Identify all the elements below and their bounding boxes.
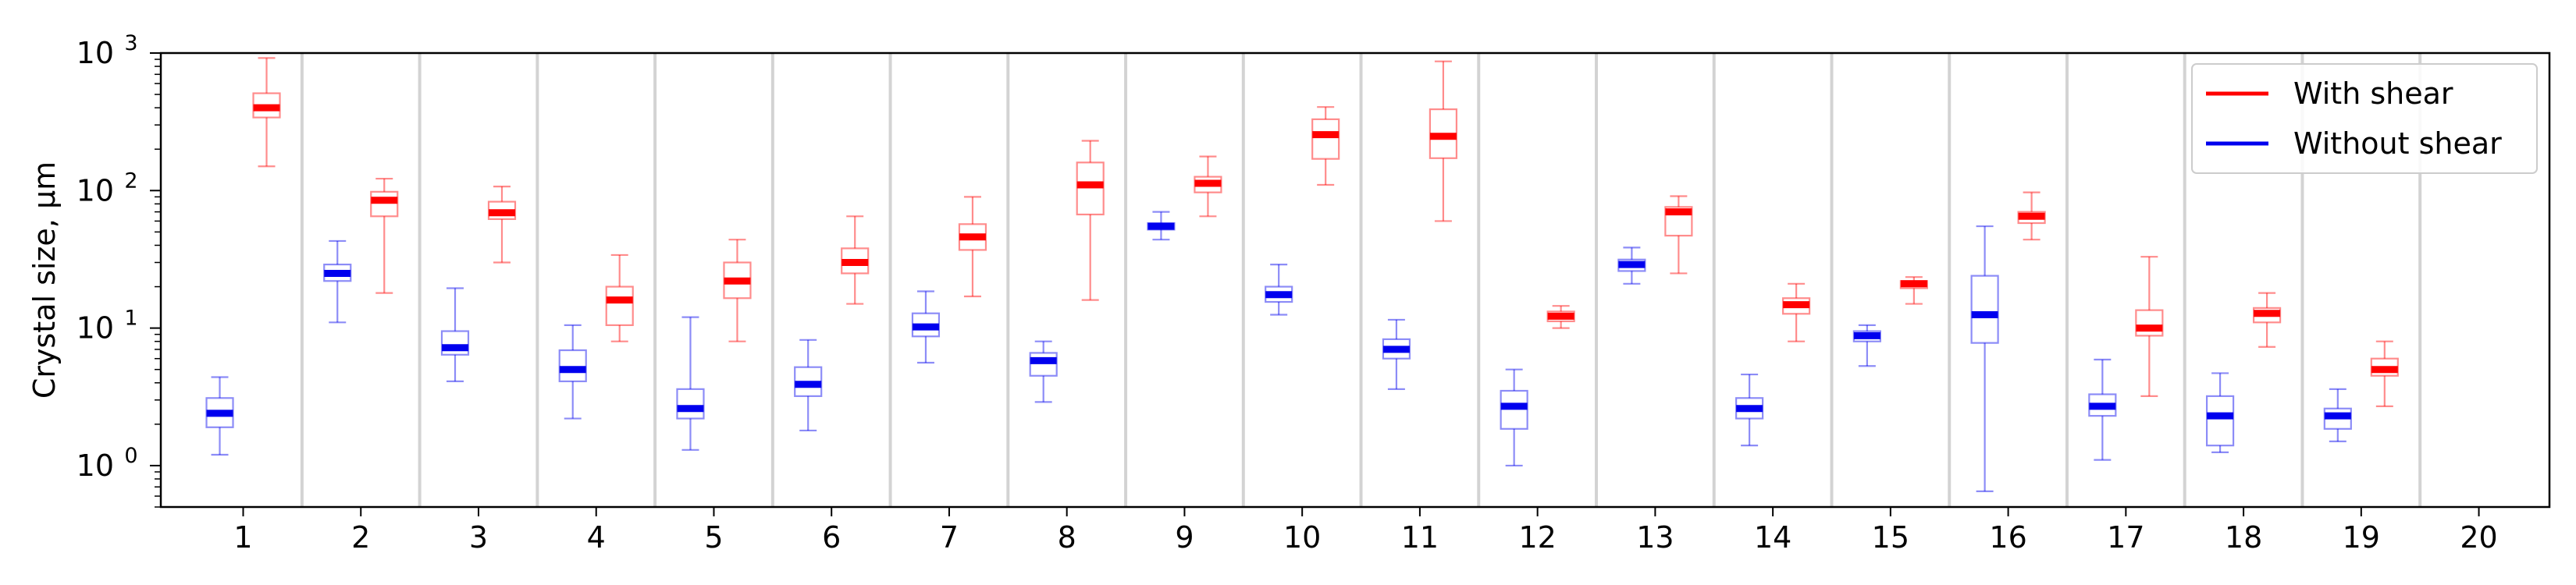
box-with-shear bbox=[605, 254, 634, 342]
box-with-shear bbox=[1194, 155, 1222, 218]
plot-frame bbox=[159, 51, 2551, 509]
box-iqr bbox=[1500, 389, 1528, 430]
x-tick-label: 13 bbox=[1636, 520, 1674, 555]
x-tick-label: 15 bbox=[1872, 520, 1909, 555]
legend: With shear Without shear bbox=[2191, 63, 2538, 174]
box-without-shear bbox=[2323, 388, 2352, 442]
box-with-shear bbox=[958, 196, 987, 298]
box-with-shear bbox=[1782, 282, 1811, 342]
box-without-shear bbox=[440, 287, 470, 382]
x-tick-label: 10 bbox=[1283, 520, 1321, 555]
box-with-shear bbox=[252, 57, 281, 168]
x-tick-label: 6 bbox=[822, 520, 841, 555]
x-tick-label: 9 bbox=[1175, 520, 1194, 555]
box-without-shear bbox=[1852, 324, 1881, 367]
x-tick-label: 8 bbox=[1058, 520, 1076, 555]
x-tick-label: 5 bbox=[704, 520, 723, 555]
box-without-shear bbox=[2205, 372, 2235, 453]
x-tick-label: 1 bbox=[233, 520, 252, 555]
box-iqr bbox=[440, 330, 470, 356]
y-tick-exponent: 0 bbox=[124, 444, 137, 468]
box-iqr bbox=[605, 285, 634, 326]
box-without-shear bbox=[1147, 211, 1176, 241]
legend-label-with-shear: With shear bbox=[2293, 76, 2453, 111]
box-with-shear bbox=[1429, 60, 1458, 222]
without-shear-boxes bbox=[205, 211, 2352, 493]
box-with-shear bbox=[723, 239, 752, 342]
x-tick-label: 11 bbox=[1401, 520, 1439, 555]
box-with-shear bbox=[2370, 340, 2399, 407]
x-tick-label: 4 bbox=[587, 520, 606, 555]
box-with-shear bbox=[2135, 256, 2164, 397]
y-tick-label: 10 bbox=[76, 311, 114, 346]
y-axis-title: Crystal size, μm bbox=[27, 161, 62, 399]
box-iqr bbox=[676, 388, 705, 420]
box-with-shear bbox=[1899, 276, 1928, 305]
box-with-shear bbox=[2017, 191, 2046, 241]
box-with-shear bbox=[487, 186, 517, 264]
x-tick-label: 12 bbox=[1518, 520, 1556, 555]
box-without-shear bbox=[2088, 358, 2117, 461]
box-iqr bbox=[2135, 309, 2164, 337]
box-iqr bbox=[2205, 395, 2235, 447]
legend-box bbox=[2191, 63, 2538, 174]
box-iqr bbox=[558, 349, 587, 382]
box-without-shear bbox=[1265, 263, 1293, 316]
x-tick-label: 16 bbox=[1989, 520, 2026, 555]
y-tick-exponent: 3 bbox=[124, 31, 137, 55]
box-without-shear bbox=[1029, 340, 1058, 403]
box-with-shear bbox=[1311, 106, 1340, 186]
x-tick-label: 7 bbox=[940, 520, 959, 555]
x-tick-label: 3 bbox=[469, 520, 488, 555]
box-iqr bbox=[1029, 352, 1058, 377]
box-without-shear bbox=[911, 290, 941, 364]
x-tick-label: 19 bbox=[2343, 520, 2380, 555]
box-with-shear bbox=[370, 177, 399, 294]
y-tick-base: 10 bbox=[76, 448, 114, 483]
box-without-shear bbox=[676, 316, 705, 451]
y-tick-label: 10 bbox=[76, 173, 114, 207]
y-tick-base: 10 bbox=[76, 173, 114, 207]
box-without-shear bbox=[1735, 373, 1764, 447]
box-with-shear bbox=[1546, 305, 1575, 329]
y-tick-label: 10 bbox=[76, 448, 114, 483]
x-tick-label: 20 bbox=[2460, 520, 2497, 555]
y-axis-ticks: 10 0 10 1 10 2 10 3 bbox=[76, 31, 161, 508]
with-shear-boxes bbox=[252, 57, 2399, 407]
box-with-shear bbox=[1664, 195, 1693, 275]
box-without-shear bbox=[323, 239, 352, 324]
box-without-shear bbox=[1617, 246, 1646, 285]
box-iqr bbox=[1664, 206, 1693, 237]
box-iqr bbox=[370, 190, 399, 218]
x-axis-ticks: 1 2 3 4 5 6 7 8 9 10 11 12 13 14 15 16 17 18 19 20 bbox=[233, 507, 2498, 555]
box-with-shear bbox=[841, 215, 870, 305]
x-tick-label: 18 bbox=[2225, 520, 2262, 555]
legend-label-without-shear: Without shear bbox=[2293, 126, 2502, 161]
box-without-shear bbox=[1500, 368, 1528, 467]
x-tick-label: 14 bbox=[1754, 520, 1791, 555]
box-without-shear bbox=[1970, 225, 1999, 493]
box-with-shear bbox=[1076, 140, 1105, 301]
y-tick-base: 10 bbox=[76, 36, 114, 70]
box-iqr bbox=[1311, 118, 1340, 160]
y-tick-label: 10 bbox=[76, 36, 114, 70]
y-tick-exponent: 1 bbox=[124, 307, 137, 331]
box-iqr bbox=[1076, 161, 1105, 216]
box-without-shear bbox=[205, 376, 234, 456]
x-tick-label: 2 bbox=[351, 520, 370, 555]
box-with-shear bbox=[2252, 292, 2282, 348]
box-iqr bbox=[1970, 275, 1999, 344]
y-tick-base: 10 bbox=[76, 311, 114, 346]
box-without-shear bbox=[558, 324, 587, 420]
box-without-shear bbox=[794, 339, 823, 432]
y-tick-exponent: 2 bbox=[124, 168, 137, 193]
box-without-shear bbox=[1382, 318, 1411, 390]
x-tick-label: 17 bbox=[2107, 520, 2144, 555]
category-separators bbox=[300, 53, 2422, 507]
